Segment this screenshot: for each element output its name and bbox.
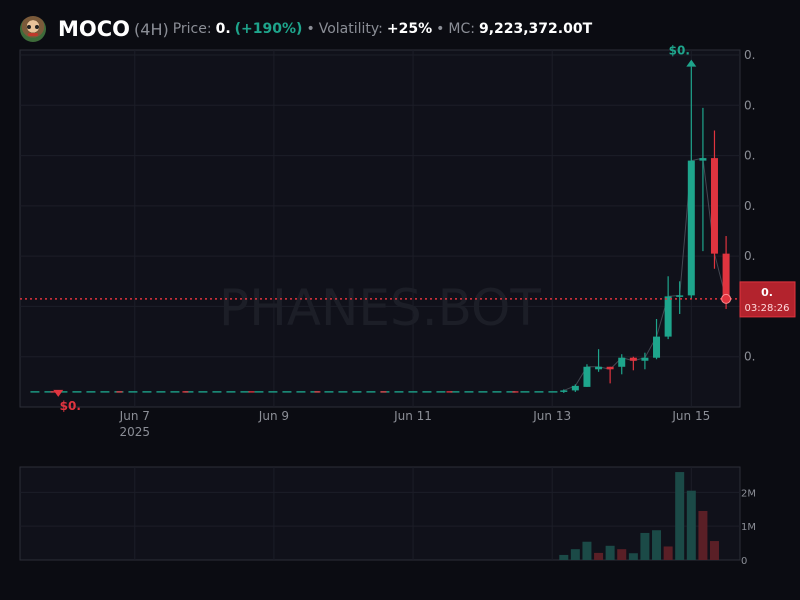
x-tick-label: Jun 13 bbox=[532, 409, 571, 423]
y-tick-label: 0. bbox=[744, 149, 755, 163]
token-ticker: MOCO bbox=[58, 17, 131, 41]
price-panel bbox=[19, 49, 741, 408]
candle-body bbox=[571, 385, 579, 391]
low-marker-arrow bbox=[53, 389, 64, 397]
x-tick-sublabel: 2025 bbox=[120, 425, 151, 439]
candle-body bbox=[699, 158, 707, 161]
candle-body bbox=[560, 390, 568, 392]
low-marker-label: $0. bbox=[60, 399, 81, 413]
volume-bar bbox=[617, 549, 627, 560]
price-change: (+190%) bbox=[234, 21, 303, 37]
volume-panel bbox=[19, 466, 741, 561]
high-marker-label: $0. bbox=[669, 44, 690, 58]
volume-tick-label: 2M bbox=[741, 488, 756, 499]
mc-label: MC: bbox=[448, 21, 475, 37]
volatility-value: +25% bbox=[386, 21, 433, 37]
current-price-dot bbox=[721, 293, 732, 304]
x-tick-label: Jun 11 bbox=[393, 409, 432, 423]
volume-bar bbox=[698, 510, 708, 560]
separator-1: • bbox=[306, 21, 315, 37]
candle-body bbox=[606, 366, 614, 370]
price-value: 0. bbox=[215, 21, 231, 37]
candles bbox=[30, 66, 730, 393]
current-price-indicator: 0. 03:28:26 bbox=[20, 281, 796, 318]
volume-grid bbox=[20, 467, 740, 560]
price-label: Price: bbox=[172, 21, 212, 37]
x-tick-label: Jun 9 bbox=[258, 409, 289, 423]
y-tick-label: 0. bbox=[744, 249, 755, 263]
price-grid bbox=[20, 50, 740, 407]
volume-bar bbox=[675, 472, 685, 560]
volume-bar bbox=[582, 541, 592, 560]
token-avatar bbox=[20, 16, 46, 42]
volume-tick-label: 0 bbox=[741, 556, 747, 567]
mc-value: 9,223,372.00T bbox=[478, 21, 593, 37]
candle-body bbox=[618, 357, 626, 367]
countdown-label: 03:28:26 bbox=[745, 303, 790, 314]
candle-body bbox=[722, 253, 730, 299]
price-chart[interactable]: PHANES.BOT 0. 0. 0. 0. 0. 0. Jun 7 2025 Jun 9 Jun… bbox=[0, 0, 800, 445]
high-marker-arrow bbox=[686, 59, 697, 67]
separator-2: • bbox=[436, 21, 445, 37]
price-axis-labels: 0. 0. 0. 0. 0. 0. Jun 7 2025 Jun 9 Jun 11 Jun 13 Ju… bbox=[119, 48, 756, 439]
candle-body bbox=[676, 295, 684, 297]
candle-body bbox=[641, 357, 649, 361]
x-tick-label: Jun 15 bbox=[671, 409, 710, 423]
price-markers: $0. $0. bbox=[53, 44, 697, 413]
volume-bar bbox=[605, 545, 615, 560]
y-tick-label: 0. bbox=[744, 199, 755, 213]
volume-bar bbox=[628, 553, 638, 560]
candle-body bbox=[664, 296, 672, 337]
volatility-label: Volatility: bbox=[318, 21, 383, 37]
volume-bar bbox=[652, 530, 662, 560]
current-price-label: 0. bbox=[761, 286, 773, 299]
volume-bar bbox=[594, 552, 604, 560]
interval-label: (4H) bbox=[134, 19, 169, 39]
chart-header: MOCO (4H) Price: 0. (+190%) • Volatility… bbox=[20, 14, 592, 44]
volume-bar bbox=[559, 554, 569, 560]
y-tick-label: 0. bbox=[744, 98, 755, 112]
candle-body bbox=[653, 336, 661, 358]
volume-bar bbox=[686, 490, 696, 560]
candle-body bbox=[710, 158, 718, 254]
candle-body bbox=[629, 357, 637, 361]
candle-body bbox=[687, 160, 695, 296]
x-tick-label: Jun 7 bbox=[119, 409, 150, 423]
volume-tick-label: 1M bbox=[741, 522, 756, 533]
candle-body bbox=[583, 366, 591, 387]
volume-bar bbox=[570, 549, 580, 560]
volume-bars bbox=[559, 472, 719, 560]
volume-bar bbox=[640, 532, 650, 560]
watermark: PHANES.BOT bbox=[219, 279, 541, 337]
current-price-badge bbox=[739, 281, 796, 318]
y-tick-label: 0. bbox=[744, 350, 755, 364]
candle-body bbox=[595, 366, 603, 370]
volume-bar bbox=[709, 541, 719, 560]
y-tick-label: 0. bbox=[744, 48, 755, 62]
volume-bar bbox=[663, 546, 673, 560]
volume-axis-labels: 2M 1M 0 bbox=[741, 488, 756, 567]
